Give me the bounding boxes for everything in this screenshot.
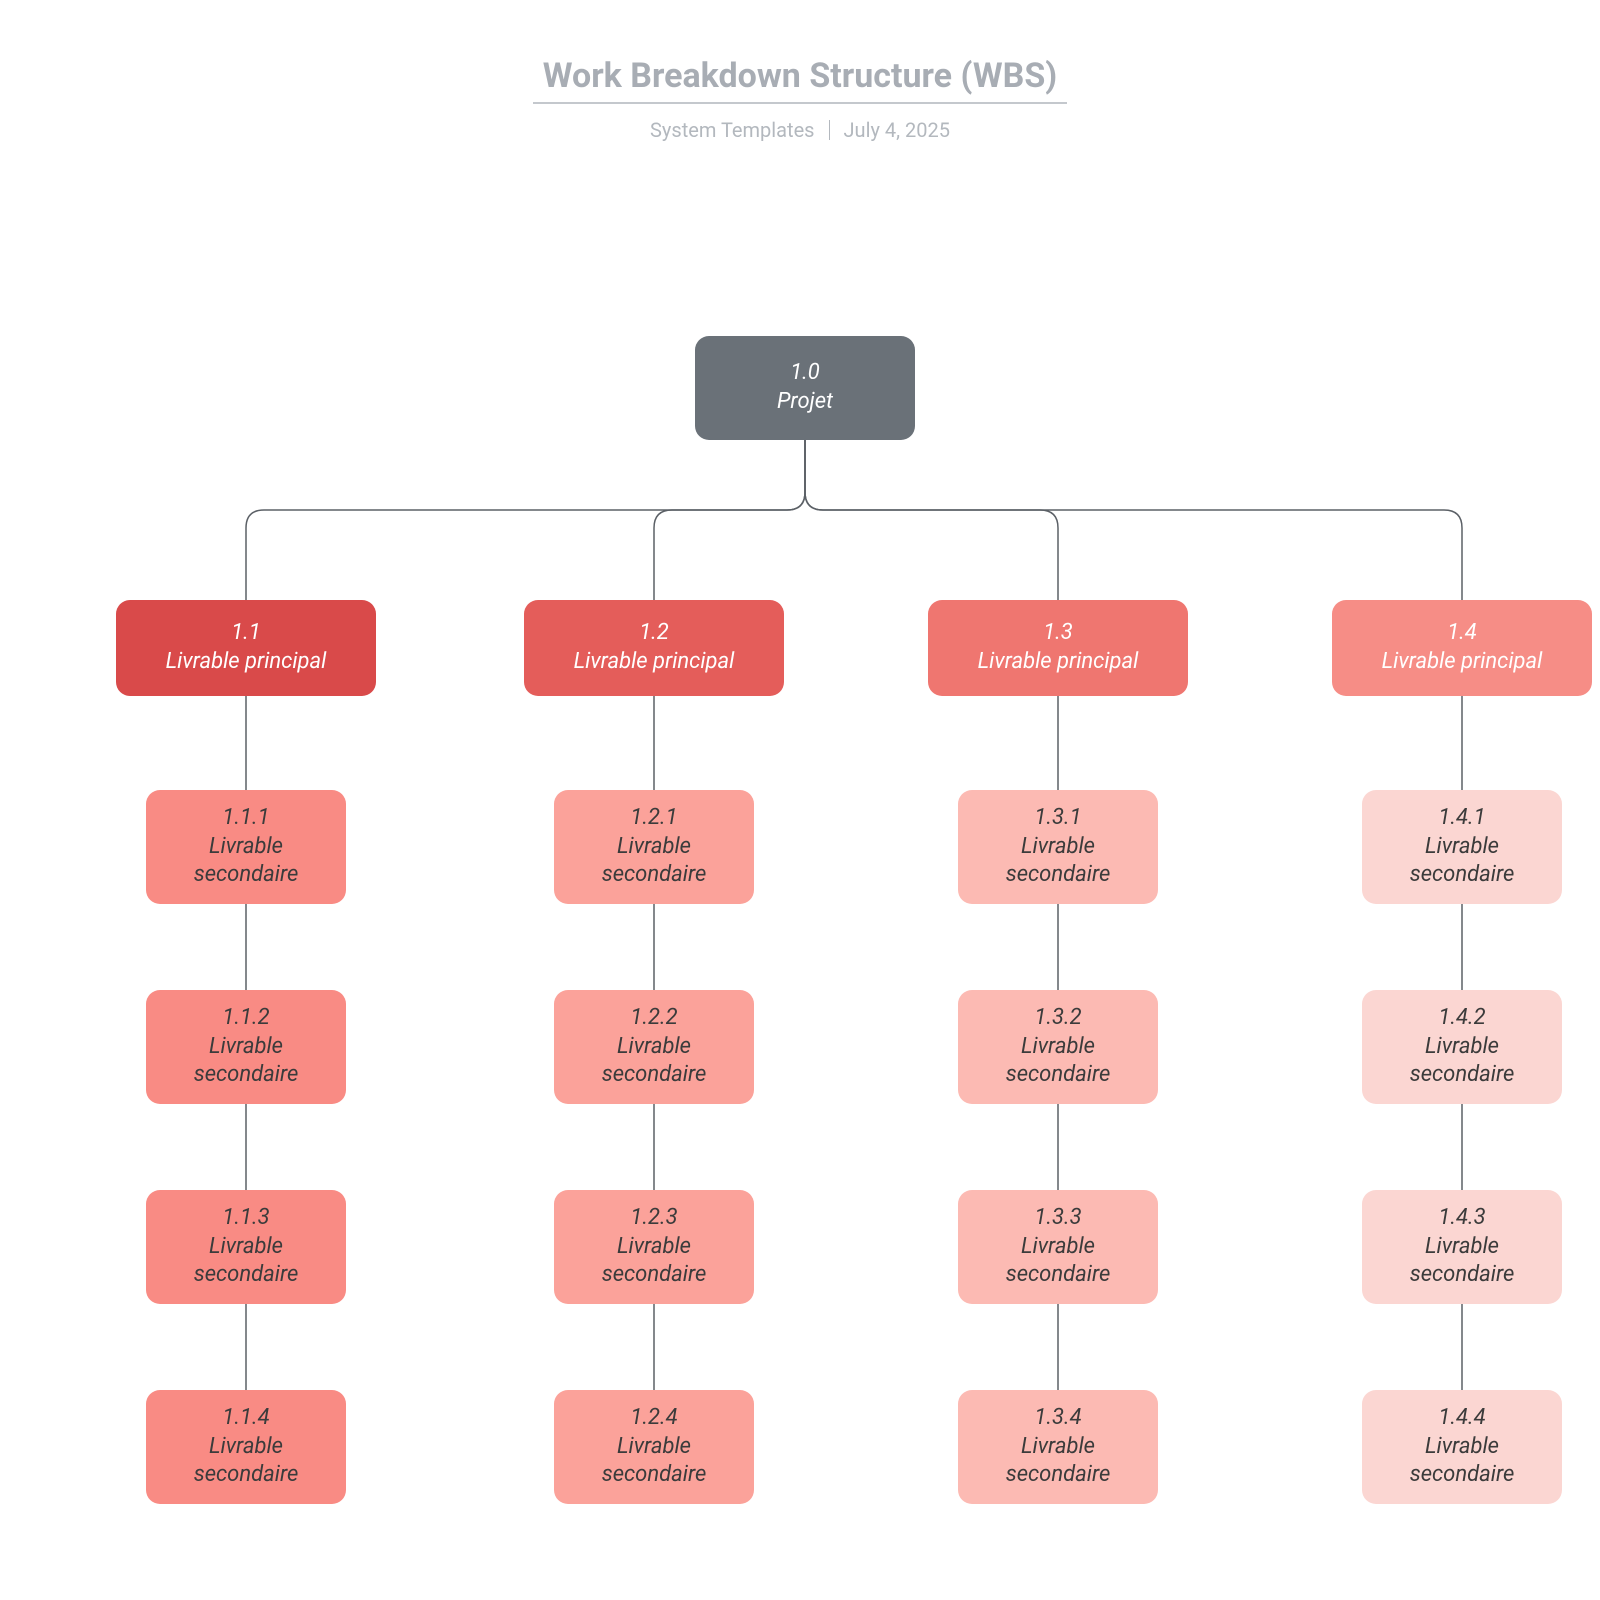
node-code: 1.3 <box>1043 619 1073 648</box>
deliverable-node-1-4: 1.4Livrable principal <box>1332 600 1592 696</box>
subtitle-separator <box>829 120 830 140</box>
subdeliverable-node-1-2-2: 1.2.2Livrable secondaire <box>554 990 754 1104</box>
node-label: Livrable secondaire <box>156 1233 336 1290</box>
node-code: 1.1 <box>231 619 261 648</box>
node-code: 1.1.2 <box>222 1004 269 1033</box>
subdeliverable-node-1-2-1: 1.2.1Livrable secondaire <box>554 790 754 904</box>
node-label: Projet <box>777 388 833 417</box>
node-label: Livrable secondaire <box>156 833 336 890</box>
node-code: 1.4 <box>1447 619 1477 648</box>
node-code: 1.1.1 <box>222 804 269 833</box>
node-code: 1.3.3 <box>1034 1204 1081 1233</box>
node-label: Livrable principal <box>574 648 735 677</box>
node-code: 1.3.4 <box>1034 1404 1081 1433</box>
node-label: Livrable secondaire <box>1372 1233 1552 1290</box>
connector <box>246 440 805 600</box>
subdeliverable-node-1-4-3: 1.4.3Livrable secondaire <box>1362 1190 1562 1304</box>
node-label: Livrable secondaire <box>564 1433 744 1490</box>
node-label: Livrable secondaire <box>968 1233 1148 1290</box>
node-code: 1.4.3 <box>1438 1204 1485 1233</box>
deliverable-node-1-2: 1.2Livrable principal <box>524 600 784 696</box>
node-label: Livrable secondaire <box>156 1433 336 1490</box>
node-code: 1.2 <box>639 619 669 648</box>
node-code: 1.2.3 <box>630 1204 677 1233</box>
subdeliverable-node-1-3-3: 1.3.3Livrable secondaire <box>958 1190 1158 1304</box>
subdeliverable-node-1-1-4: 1.1.4Livrable secondaire <box>146 1390 346 1504</box>
connector <box>805 440 1058 600</box>
subdeliverable-node-1-4-2: 1.4.2Livrable secondaire <box>1362 990 1562 1104</box>
node-code: 1.2.2 <box>630 1004 677 1033</box>
node-label: Livrable secondaire <box>1372 1433 1552 1490</box>
subdeliverable-node-1-4-1: 1.4.1Livrable secondaire <box>1362 790 1562 904</box>
node-label: Livrable secondaire <box>1372 1033 1552 1090</box>
subdeliverable-node-1-3-1: 1.3.1Livrable secondaire <box>958 790 1158 904</box>
node-label: Livrable secondaire <box>564 1233 744 1290</box>
connector <box>654 440 805 600</box>
node-label: Livrable secondaire <box>968 833 1148 890</box>
node-label: Livrable secondaire <box>968 1033 1148 1090</box>
node-label: Livrable secondaire <box>968 1433 1148 1490</box>
page-title: Work Breakdown Structure (WBS) <box>533 56 1067 104</box>
subdeliverable-node-1-4-4: 1.4.4Livrable secondaire <box>1362 1390 1562 1504</box>
subtitle-left: System Templates <box>650 118 814 142</box>
subdeliverable-node-1-3-4: 1.3.4Livrable secondaire <box>958 1390 1158 1504</box>
node-label: Livrable secondaire <box>564 1033 744 1090</box>
page-subtitle: System Templates July 4, 2025 <box>0 118 1600 142</box>
node-code: 1.4.2 <box>1438 1004 1485 1033</box>
node-code: 1.2.1 <box>630 804 677 833</box>
subtitle-right: July 4, 2025 <box>844 118 950 142</box>
header: Work Breakdown Structure (WBS) System Te… <box>0 56 1600 142</box>
subdeliverable-node-1-1-1: 1.1.1Livrable secondaire <box>146 790 346 904</box>
node-label: Livrable principal <box>1382 648 1543 677</box>
node-code: 1.0 <box>790 359 820 388</box>
node-code: 1.1.3 <box>222 1204 269 1233</box>
subdeliverable-node-1-2-3: 1.2.3Livrable secondaire <box>554 1190 754 1304</box>
root-node: 1.0Projet <box>695 336 915 440</box>
node-label: Livrable principal <box>978 648 1139 677</box>
node-code: 1.1.4 <box>222 1404 269 1433</box>
subdeliverable-node-1-3-2: 1.3.2Livrable secondaire <box>958 990 1158 1104</box>
node-label: Livrable secondaire <box>564 833 744 890</box>
node-label: Livrable principal <box>166 648 327 677</box>
connector <box>805 440 1462 600</box>
subdeliverable-node-1-2-4: 1.2.4Livrable secondaire <box>554 1390 754 1504</box>
subdeliverable-node-1-1-3: 1.1.3Livrable secondaire <box>146 1190 346 1304</box>
deliverable-node-1-1: 1.1Livrable principal <box>116 600 376 696</box>
node-code: 1.3.1 <box>1034 804 1081 833</box>
node-code: 1.4.4 <box>1438 1404 1485 1433</box>
deliverable-node-1-3: 1.3Livrable principal <box>928 600 1188 696</box>
node-code: 1.2.4 <box>630 1404 677 1433</box>
node-label: Livrable secondaire <box>1372 833 1552 890</box>
subdeliverable-node-1-1-2: 1.1.2Livrable secondaire <box>146 990 346 1104</box>
node-label: Livrable secondaire <box>156 1033 336 1090</box>
node-code: 1.3.2 <box>1034 1004 1081 1033</box>
node-code: 1.4.1 <box>1438 804 1485 833</box>
wbs-canvas: Work Breakdown Structure (WBS) System Te… <box>0 0 1600 1600</box>
